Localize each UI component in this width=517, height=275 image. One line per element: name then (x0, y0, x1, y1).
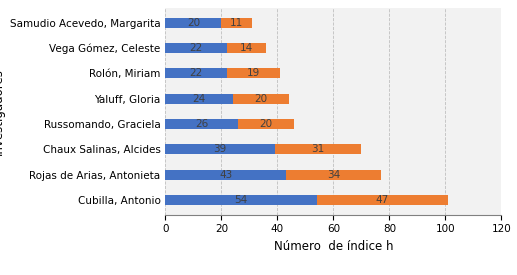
Bar (316, 195, 448, 205)
Bar (286, 170, 381, 180)
Text: 26: 26 (195, 119, 208, 129)
Y-axis label: Investigadores: Investigadores (0, 68, 5, 155)
Text: 19: 19 (247, 68, 260, 78)
Bar (165, 119, 238, 129)
Bar (165, 94, 233, 104)
Bar (233, 94, 288, 104)
Bar (165, 18, 221, 28)
Bar (165, 144, 275, 155)
Text: 34: 34 (327, 170, 340, 180)
Bar (227, 68, 280, 78)
Text: 22: 22 (190, 68, 203, 78)
Bar (221, 18, 252, 28)
Bar (238, 119, 294, 129)
Bar (227, 43, 266, 53)
Text: 24: 24 (192, 94, 206, 104)
Text: 14: 14 (240, 43, 253, 53)
Text: 20: 20 (254, 94, 267, 104)
Bar (165, 195, 316, 205)
Bar (275, 144, 361, 155)
Text: 11: 11 (230, 18, 244, 28)
Text: 20: 20 (260, 119, 273, 129)
X-axis label: Número  de índice h: Número de índice h (273, 240, 393, 253)
Text: 39: 39 (214, 144, 226, 154)
Text: 20: 20 (187, 18, 200, 28)
Bar (165, 68, 227, 78)
Text: 43: 43 (219, 170, 232, 180)
Text: 31: 31 (311, 144, 325, 154)
Bar (165, 43, 227, 53)
Text: 47: 47 (376, 195, 389, 205)
Bar (165, 170, 286, 180)
Text: 22: 22 (190, 43, 203, 53)
Text: 54: 54 (234, 195, 248, 205)
